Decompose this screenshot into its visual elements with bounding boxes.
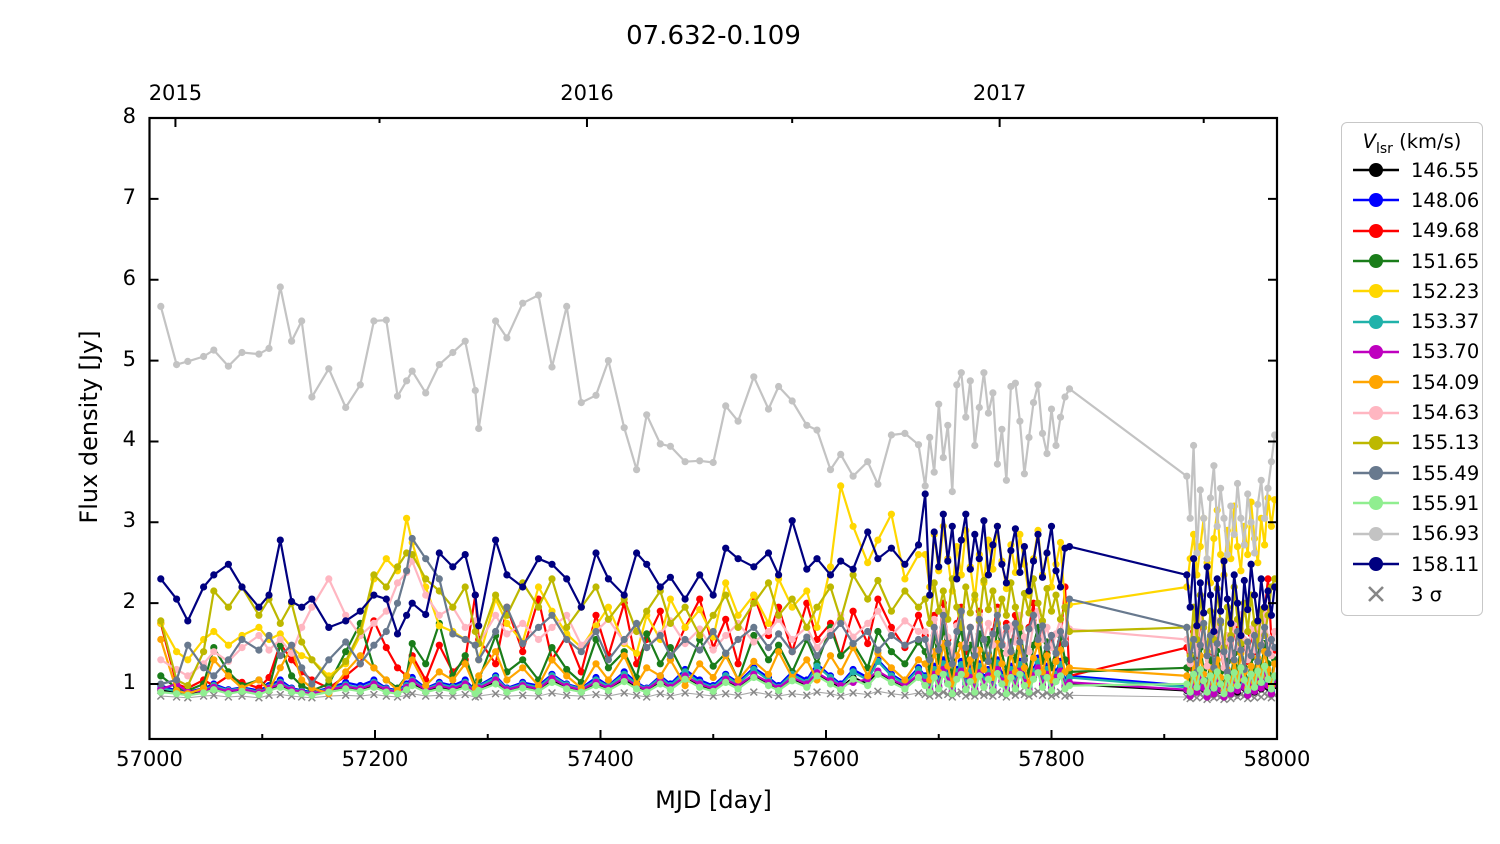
legend-entry-label: 158.11 — [1411, 552, 1480, 576]
y-tick-label: 7 — [122, 184, 136, 209]
legend-entry: 146.55 — [1342, 155, 1482, 185]
legend-entry-label: 156.93 — [1411, 522, 1480, 546]
x-tick-label: 57600 — [792, 747, 860, 771]
legend-entry: 148.06 — [1342, 185, 1482, 215]
x-tick-label: 57200 — [341, 747, 409, 771]
axis-ticks — [148, 117, 1278, 739]
legend-marker-icon — [1353, 557, 1399, 571]
legend-marker-icon — [1353, 163, 1399, 178]
y-tick-label: 6 — [122, 265, 136, 290]
x-tick-label: 57000 — [116, 747, 183, 771]
legend-title-units: (km/s) — [1392, 130, 1462, 153]
legend-entry: 155.91 — [1342, 488, 1482, 518]
legend-entry: 152.23 — [1342, 276, 1482, 306]
legend-entry-label: 148.06 — [1411, 188, 1480, 212]
y-tick-label: 8 — [122, 104, 136, 128]
legend-entry: 154.63 — [1342, 397, 1482, 427]
x-tick-label: 57800 — [1018, 747, 1085, 771]
legend-entry-label: 155.13 — [1411, 431, 1480, 455]
legend-marker-icon — [1353, 223, 1399, 238]
y-tick-label: 3 — [122, 508, 136, 533]
legend-entry-label: 153.37 — [1411, 310, 1480, 334]
legend-entry-label: 152.23 — [1411, 279, 1480, 303]
legend-title-subscript: lsr — [1375, 140, 1393, 157]
chart-title: 07.632-0.109 — [626, 21, 801, 51]
legend-entry: 153.70 — [1342, 337, 1482, 367]
legend-entry-label: 146.55 — [1411, 158, 1480, 182]
series-155.13 — [157, 549, 1277, 690]
legend-title-symbol: V — [1362, 130, 1376, 153]
y-tick-label: 1 — [122, 670, 136, 695]
legend-marker-icon — [1353, 284, 1399, 299]
legend-marker-icon — [1353, 435, 1399, 450]
legend-marker-icon — [1353, 314, 1399, 329]
legend-entry-label: 155.49 — [1411, 461, 1480, 485]
legend: Vlsr (km/s) 146.55 148.06 149.68 151.65 152.… — [1341, 122, 1483, 617]
legend-title: Vlsr (km/s) — [1342, 128, 1482, 157]
legend-marker-icon — [1353, 405, 1399, 420]
legend-marker-icon — [1368, 586, 1384, 603]
y-tick-label: 4 — [122, 427, 136, 452]
legend-entry: 153.37 — [1342, 306, 1482, 336]
series-155.91 — [157, 662, 1277, 699]
x-tick-label: 57400 — [567, 747, 634, 771]
legend-entry: 156.93 — [1342, 519, 1482, 549]
legend-entry-label: 149.68 — [1411, 219, 1480, 243]
legend-marker-icon — [1353, 526, 1399, 541]
legend-entry-label: 153.70 — [1411, 340, 1480, 364]
legend-marker-icon — [1353, 466, 1399, 481]
legend-entry-label: 155.91 — [1411, 491, 1480, 515]
series-154.63 — [157, 557, 1277, 680]
series-158.11 — [157, 490, 1277, 640]
legend-entry: 149.68 — [1342, 216, 1482, 246]
legend-entries: 146.55 148.06 149.68 151.65 152.23 153.37 153.… — [1342, 155, 1482, 609]
x-tick-label: 58000 — [1243, 747, 1311, 771]
year-tick-label: 2017 — [972, 81, 1027, 105]
legend-marker-icon — [1353, 254, 1399, 269]
legend-entry: 155.49 — [1342, 458, 1482, 488]
legend-entry: 155.13 — [1342, 428, 1482, 458]
series-155.49 — [157, 534, 1277, 688]
year-tick-label: 2015 — [148, 81, 203, 105]
legend-entry-label: 3 σ — [1411, 582, 1442, 606]
year-tick-label: 2016 — [560, 81, 614, 105]
legend-entry: 3 σ — [1342, 579, 1482, 609]
legend-marker-icon — [1353, 375, 1399, 390]
y-tick-label: 5 — [122, 346, 136, 371]
legend-marker-icon — [1353, 344, 1399, 359]
y-tick-label: 2 — [122, 589, 136, 614]
x-axis-title: MJD [day] — [655, 786, 772, 814]
legend-entry-label: 151.65 — [1411, 249, 1480, 273]
legend-entry-label: 154.09 — [1411, 370, 1480, 394]
legend-marker-icon — [1353, 193, 1399, 208]
legend-entry: 158.11 — [1342, 549, 1482, 579]
legend-entry-label: 154.63 — [1411, 401, 1480, 425]
legend-entry: 154.09 — [1342, 367, 1482, 397]
legend-entry: 151.65 — [1342, 246, 1482, 276]
legend-marker-icon — [1353, 496, 1399, 511]
series-156.93 — [157, 283, 1277, 563]
